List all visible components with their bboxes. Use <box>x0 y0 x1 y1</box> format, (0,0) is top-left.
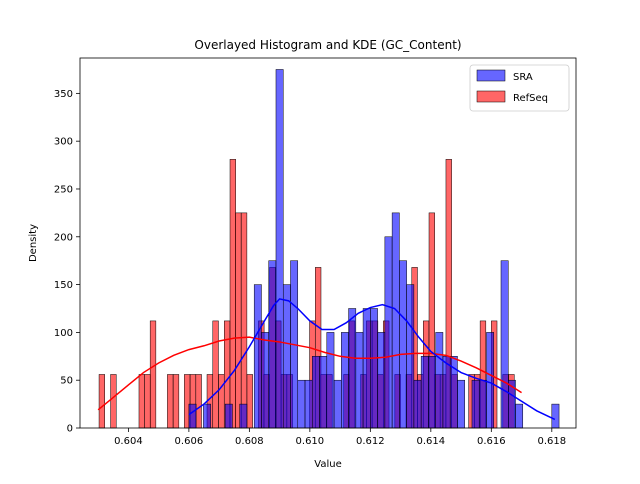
x-tick-label: 0.614 <box>417 436 446 447</box>
sra-bar <box>333 379 342 429</box>
sra-bar <box>326 332 335 429</box>
sra-bar <box>384 236 393 429</box>
sra-bar <box>442 356 451 429</box>
y-tick-label: 150 <box>54 280 73 291</box>
refseq-bar <box>172 374 180 429</box>
refseq-bar <box>246 374 253 429</box>
legend-label-sra: SRA <box>513 72 533 83</box>
sra-bar <box>319 356 328 429</box>
y-tick-label: 300 <box>54 137 73 148</box>
y-tick-label: 250 <box>54 184 73 195</box>
refseq-kde-line <box>97 336 522 411</box>
sra-bar <box>312 356 320 429</box>
sra-kde-line <box>188 298 556 421</box>
y-tick-label: 100 <box>54 328 73 339</box>
sra-bar <box>304 379 313 429</box>
sra-bar <box>457 379 465 429</box>
sra-bar <box>297 379 306 429</box>
refseq-bar <box>195 374 202 429</box>
legend-label-refseq: RefSeq <box>513 93 548 104</box>
refseq-bar <box>149 320 157 429</box>
sra-bar <box>188 403 197 429</box>
sra-bar <box>406 284 415 429</box>
refseq-bar <box>229 159 236 429</box>
y-tick-label: 50 <box>60 376 73 387</box>
x-tick-label: 0.606 <box>175 436 204 447</box>
sra-bar <box>282 284 291 429</box>
sra-bar <box>486 332 494 429</box>
x-tick-label: 0.610 <box>296 436 325 447</box>
x-tick-label: 0.618 <box>537 436 566 447</box>
sra-bar <box>203 403 211 429</box>
refseq-bar <box>218 374 225 429</box>
sra-bar <box>268 260 277 429</box>
y-axis: 0 50 100 150 200 250 300 350 <box>54 89 80 435</box>
sra-bar <box>261 332 269 429</box>
legend-swatch-refseq <box>476 90 506 103</box>
sra-bar <box>391 212 400 429</box>
chart-title: Overlayed Histogram and KDE (GC_Content) <box>194 38 461 52</box>
y-axis-label: Density <box>28 224 39 262</box>
y-tick-label: 200 <box>54 232 73 243</box>
x-tick-label: 0.612 <box>356 436 385 447</box>
x-axis-label: Value <box>314 459 341 470</box>
sra-bar <box>253 284 262 429</box>
refseq-bar <box>138 374 145 429</box>
refseq-bar <box>240 212 248 429</box>
refseq-bar <box>167 374 174 429</box>
x-tick-label: 0.616 <box>477 436 506 447</box>
sra-bar <box>515 403 524 429</box>
sra-bars <box>188 69 560 429</box>
plot-frame <box>79 57 577 429</box>
sra-bar <box>370 308 378 429</box>
refseq-bar <box>110 374 117 429</box>
y-tick-label: 0 <box>67 424 73 435</box>
sra-bar <box>239 403 248 429</box>
sra-bar <box>348 308 357 429</box>
x-tick-label: 0.604 <box>114 436 143 447</box>
legend: SRA RefSeq <box>469 64 570 112</box>
sra-bar <box>413 379 422 429</box>
sra-bar <box>362 308 371 429</box>
sra-bar <box>275 69 284 429</box>
x-tick-label: 0.608 <box>235 436 264 447</box>
sra-bar <box>478 379 487 429</box>
refseq-bar <box>212 320 219 429</box>
sra-bar <box>341 332 349 429</box>
sra-bar <box>500 260 509 429</box>
y-tick-label: 350 <box>54 89 73 100</box>
sra-bar <box>355 332 364 429</box>
sra-bar <box>224 403 233 429</box>
refseq-bar <box>235 212 242 429</box>
sra-bar <box>399 260 407 429</box>
legend-swatch-sra <box>476 69 506 82</box>
sra-bar <box>551 403 560 429</box>
sra-bar <box>377 332 386 429</box>
sra-bar <box>420 356 429 429</box>
refseq-bar <box>98 374 105 429</box>
sra-bar <box>471 379 480 429</box>
x-axis: 0.604 0.606 0.608 0.610 0.612 0.614 0.616 0.618 <box>114 428 566 447</box>
refseq-bar <box>144 374 151 429</box>
sra-bar <box>428 356 436 429</box>
sra-bar <box>435 332 444 429</box>
